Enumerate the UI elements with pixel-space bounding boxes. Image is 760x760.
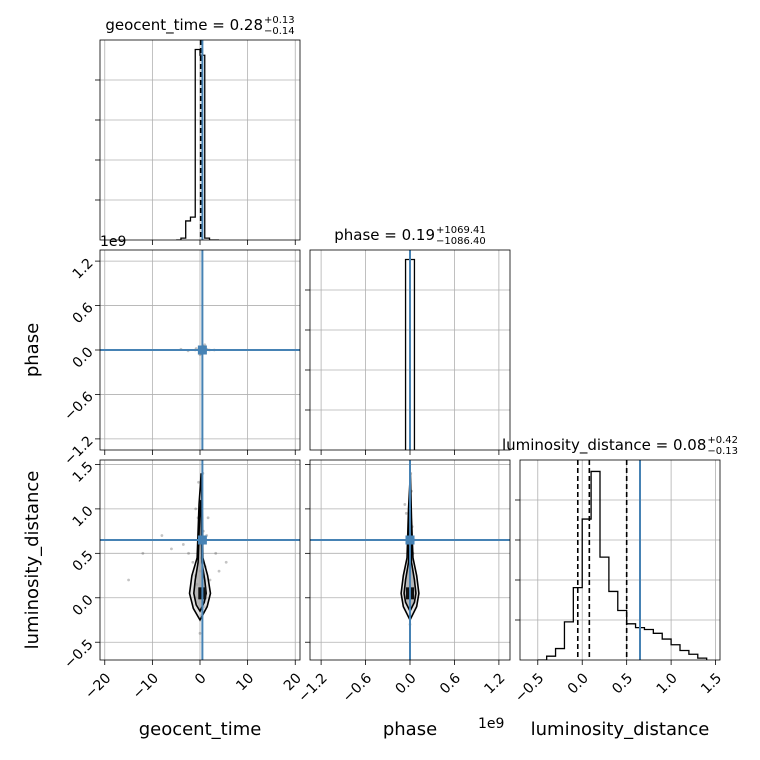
y-axis-label-phase: phase bbox=[22, 323, 43, 377]
histogram-geocent_time bbox=[176, 48, 220, 240]
sample-point bbox=[198, 631, 202, 635]
y-tick-label: 0.0 bbox=[70, 592, 97, 619]
title-main: geocent_time = 0.28 bbox=[105, 16, 263, 35]
panel-geocent_time-geocent_time bbox=[95, 39, 301, 245]
title-main: phase = 0.19 bbox=[334, 226, 435, 244]
panel-content bbox=[310, 250, 510, 450]
x-tick-label: −0.5 bbox=[512, 670, 547, 705]
x-axis-label-luminosity_distance: luminosity_distance bbox=[531, 719, 710, 740]
x-axis-label-phase: phase bbox=[383, 719, 437, 740]
sample-point bbox=[403, 503, 407, 506]
sample-point bbox=[141, 551, 145, 555]
title-minus: −0.14 bbox=[264, 26, 295, 37]
x-axis-label-geocent_time: geocent_time bbox=[139, 719, 262, 740]
phase-x-offset-text: 1e9 bbox=[478, 716, 504, 732]
x-tick-label: 0 bbox=[192, 670, 210, 688]
x-tick-label: −10 bbox=[130, 670, 162, 702]
x-tick-label: 0.0 bbox=[565, 670, 592, 697]
y-tick-label: 1.2 bbox=[70, 255, 97, 282]
sample-point bbox=[160, 534, 164, 537]
x-tick-label: 0.0 bbox=[393, 670, 420, 697]
panel-frame bbox=[519, 459, 721, 661]
marginal-title-geocent_time: geocent_time = 0.28 +0.13−0.14 bbox=[105, 15, 294, 37]
title-main: luminosity_distance = 0.08 bbox=[502, 436, 706, 455]
x-tick-label: −20 bbox=[82, 670, 114, 702]
x-tick-label: −1.2 bbox=[295, 670, 330, 705]
title-plus: +0.42 bbox=[707, 435, 738, 446]
sample-point bbox=[187, 551, 190, 555]
title-plus: +0.13 bbox=[264, 15, 295, 26]
phase-y-offset-text: 1e9 bbox=[100, 234, 126, 250]
sample-point bbox=[127, 578, 130, 582]
panel-phase-luminosity_distance: −1.2 −0.6 0.0 0.6 1.2 bbox=[295, 459, 511, 706]
sample-point bbox=[214, 551, 218, 555]
x-tick-label: 0.5 bbox=[609, 670, 636, 697]
sample-point bbox=[194, 507, 198, 511]
panel-content bbox=[310, 460, 510, 660]
marginal-title-luminosity_distance: luminosity_distance = 0.08 +0.42−0.13 bbox=[502, 435, 738, 457]
density-contour bbox=[188, 473, 212, 622]
x-tick-label: 10 bbox=[233, 670, 257, 694]
y-tick-label: 0.0 bbox=[70, 344, 97, 371]
sample-point bbox=[206, 516, 210, 520]
sample-point bbox=[197, 480, 200, 484]
title-minus: −1086.40 bbox=[436, 236, 486, 247]
sample-point bbox=[191, 560, 195, 564]
panel-luminosity_distance-luminosity_distance: −0.5 0.0 0.5 1.0 1.5 bbox=[512, 459, 725, 706]
panel-phase-phase bbox=[305, 249, 511, 455]
x-tick-label: −0.6 bbox=[340, 670, 375, 705]
y-tick-label: 1.0 bbox=[70, 503, 97, 530]
y-tick-label: 0.6 bbox=[70, 300, 97, 327]
panel-geocent_time-luminosity_distance: −20 −10 0 10 20−0.50.00.51.01.5 bbox=[61, 459, 305, 703]
x-tick-label: 1.5 bbox=[698, 670, 725, 697]
x-tick-label: 1.2 bbox=[481, 670, 508, 697]
sample-point bbox=[170, 547, 173, 551]
panel-geocent_time-phase: −1.2 −0.6 0.0 0.6 1.2 bbox=[61, 249, 301, 469]
truth-marker bbox=[197, 345, 207, 355]
y-axis-label-luminosity_distance: luminosity_distance bbox=[22, 471, 43, 650]
title-minus: −0.13 bbox=[707, 446, 738, 457]
x-tick-label: 0.6 bbox=[437, 670, 464, 697]
truth-marker bbox=[405, 535, 415, 545]
x-tick-label: 1.0 bbox=[654, 670, 681, 697]
panel-content bbox=[100, 40, 300, 240]
truth-marker bbox=[197, 535, 207, 545]
histogram-luminosity_distance bbox=[537, 470, 708, 660]
y-tick-label: −0.6 bbox=[61, 389, 96, 424]
y-tick-label: 0.5 bbox=[70, 548, 97, 575]
panel-content bbox=[100, 460, 300, 660]
y-tick-label: −0.5 bbox=[61, 637, 96, 672]
sample-point bbox=[208, 578, 212, 582]
title-plus: +1069.41 bbox=[436, 225, 486, 236]
panel-content bbox=[100, 250, 300, 450]
y-tick-label: −1.2 bbox=[61, 433, 96, 468]
sample-point bbox=[404, 511, 408, 515]
sample-point bbox=[217, 569, 221, 573]
sample-point bbox=[224, 560, 228, 564]
panel-content bbox=[520, 460, 720, 660]
sample-point bbox=[181, 543, 185, 546]
marginal-title-phase: phase = 0.19 +1069.41−1086.40 bbox=[334, 225, 486, 247]
